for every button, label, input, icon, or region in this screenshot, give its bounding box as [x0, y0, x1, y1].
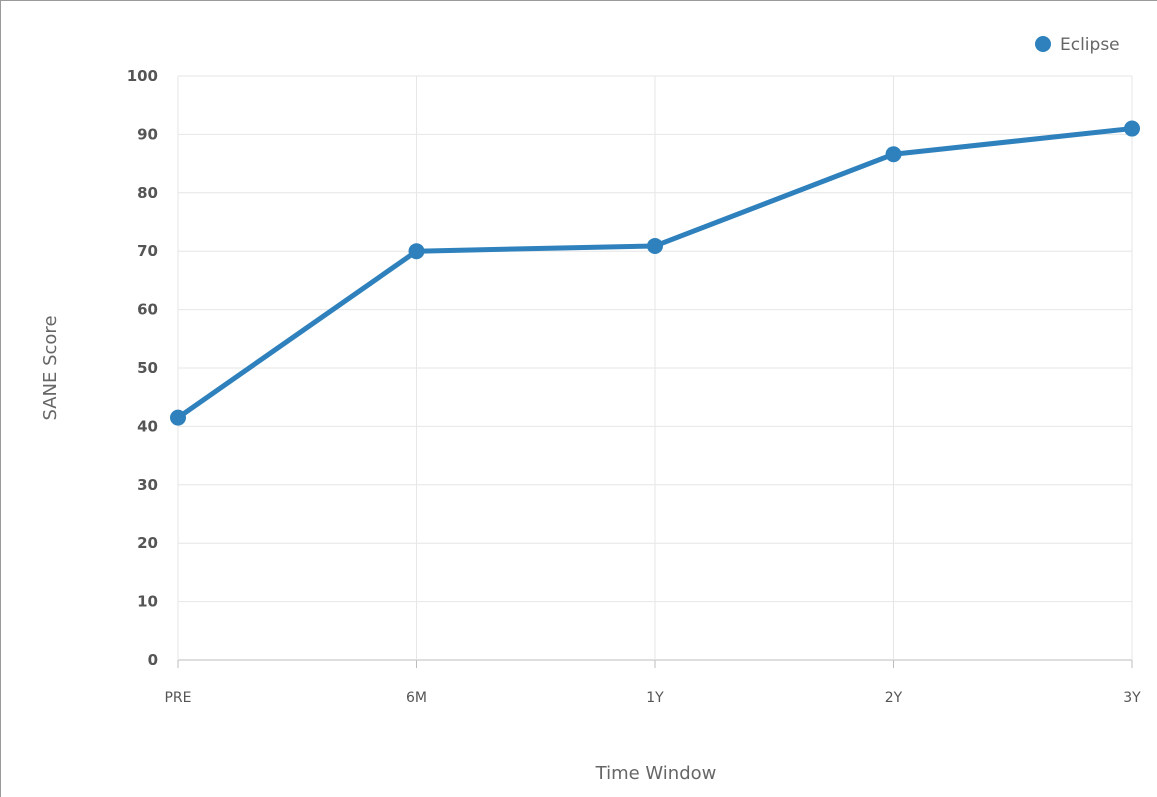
- data-point[interactable]: [885, 146, 902, 163]
- legend-marker-eclipse[interactable]: [1035, 36, 1051, 52]
- y-tick-label: 20: [137, 534, 158, 552]
- data-point[interactable]: [408, 243, 425, 260]
- y-tick-label: 60: [137, 301, 158, 319]
- y-tick-label: 50: [137, 359, 158, 377]
- x-tick-label: 6M: [406, 690, 427, 706]
- y-tick-label: 10: [137, 593, 158, 611]
- y-tick-label: 70: [137, 242, 158, 260]
- x-axis-title: Time Window: [595, 763, 717, 784]
- y-tick-label: 0: [148, 651, 158, 669]
- legend[interactable]: Eclipse: [1035, 35, 1120, 55]
- x-tick-label: 3Y: [1123, 690, 1141, 706]
- x-tick-label: 2Y: [885, 690, 903, 706]
- y-tick-label: 80: [137, 184, 158, 202]
- data-point[interactable]: [170, 409, 186, 426]
- x-tick-label: PRE: [164, 690, 191, 706]
- y-tick-label: 40: [137, 417, 158, 435]
- data-point[interactable]: [647, 237, 663, 254]
- grid-lines: [177, 75, 1133, 668]
- y-tick-label: 90: [137, 125, 158, 143]
- data-point[interactable]: [1124, 120, 1140, 137]
- y-axis-ticks: 0 10 20 30 40 50 60 70 80 90 100: [127, 67, 158, 669]
- y-tick-label: 100: [127, 67, 158, 85]
- series-layer: [170, 120, 1140, 426]
- y-tick-label: 30: [137, 476, 158, 494]
- y-axis-title: SANE Score: [40, 315, 61, 420]
- x-axis-ticks: PRE 6M 1Y 2Y 3Y: [164, 690, 1141, 706]
- legend-label-eclipse[interactable]: Eclipse: [1060, 35, 1120, 55]
- x-tick-label: 1Y: [646, 690, 664, 706]
